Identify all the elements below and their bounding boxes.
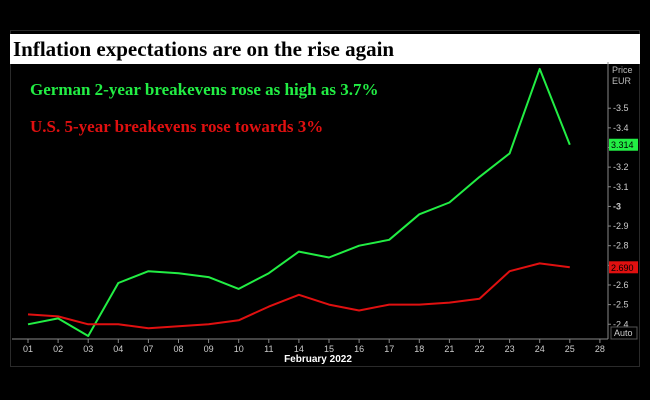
- y-tick-label: -2.4: [613, 319, 629, 329]
- last-value-tag-us: [609, 261, 638, 274]
- last-value-label-german: 3.314: [611, 140, 634, 150]
- y-tick-label: -2.9: [613, 221, 629, 231]
- x-tick-label: 28: [595, 344, 605, 354]
- x-tick-label: 01: [23, 344, 33, 354]
- x-axis-label: February 2022: [284, 354, 352, 365]
- y-tick-label: -2.5: [613, 300, 629, 310]
- x-tick-label: 21: [444, 344, 454, 354]
- x-tick-label: 24: [535, 344, 545, 354]
- last-value-tag-german: [609, 138, 638, 151]
- series-line-german: [27, 67, 571, 337]
- title-bar: Inflation expectations are on the rise a…: [10, 34, 640, 64]
- x-tick-label: 11: [264, 344, 273, 354]
- series-line-us: [27, 262, 570, 330]
- y-tick-label: -3.5: [613, 103, 629, 113]
- x-tick-label: 23: [505, 344, 515, 354]
- x-tick-label: 03: [83, 344, 93, 354]
- y-tick-label: -3.2: [613, 162, 629, 172]
- y-axis-title: Price: [612, 65, 633, 75]
- x-tick-label: 10: [234, 344, 244, 354]
- auto-scale-label: Auto: [614, 328, 633, 338]
- chart-title: Inflation expectations are on the rise a…: [13, 37, 395, 61]
- x-tick-label: 25: [565, 344, 575, 354]
- annotation-german-breakevens: German 2-year breakevens rose as high as…: [30, 80, 379, 99]
- x-tick-label: 14: [294, 344, 304, 354]
- annotation-us-breakevens: U.S. 5-year breakevens rose towards 3%: [30, 117, 324, 136]
- x-tick-label: 09: [204, 344, 214, 354]
- y-tick-label: -3: [613, 201, 621, 211]
- x-tick-label: 22: [474, 344, 484, 354]
- x-tick-label: 16: [354, 344, 364, 354]
- auto-scale-box: [610, 326, 638, 340]
- y-tick-label: -2.6: [613, 280, 629, 290]
- y-tick-label: -2.8: [613, 241, 629, 251]
- y-axis-title: EUR: [612, 76, 632, 86]
- x-tick-label: 04: [113, 344, 123, 354]
- chart-frame: [10, 30, 640, 367]
- x-tick-label: 07: [143, 344, 153, 354]
- x-tick-label: 15: [324, 344, 334, 354]
- y-tick-label: -3.4: [613, 123, 629, 133]
- x-tick-label: 02: [53, 344, 63, 354]
- x-tick-label: 18: [414, 344, 424, 354]
- last-value-label-us: 2.690: [611, 263, 634, 273]
- y-tick-label: -3.1: [613, 182, 629, 192]
- x-tick-label: 08: [173, 344, 183, 354]
- x-tick-label: 17: [384, 344, 394, 354]
